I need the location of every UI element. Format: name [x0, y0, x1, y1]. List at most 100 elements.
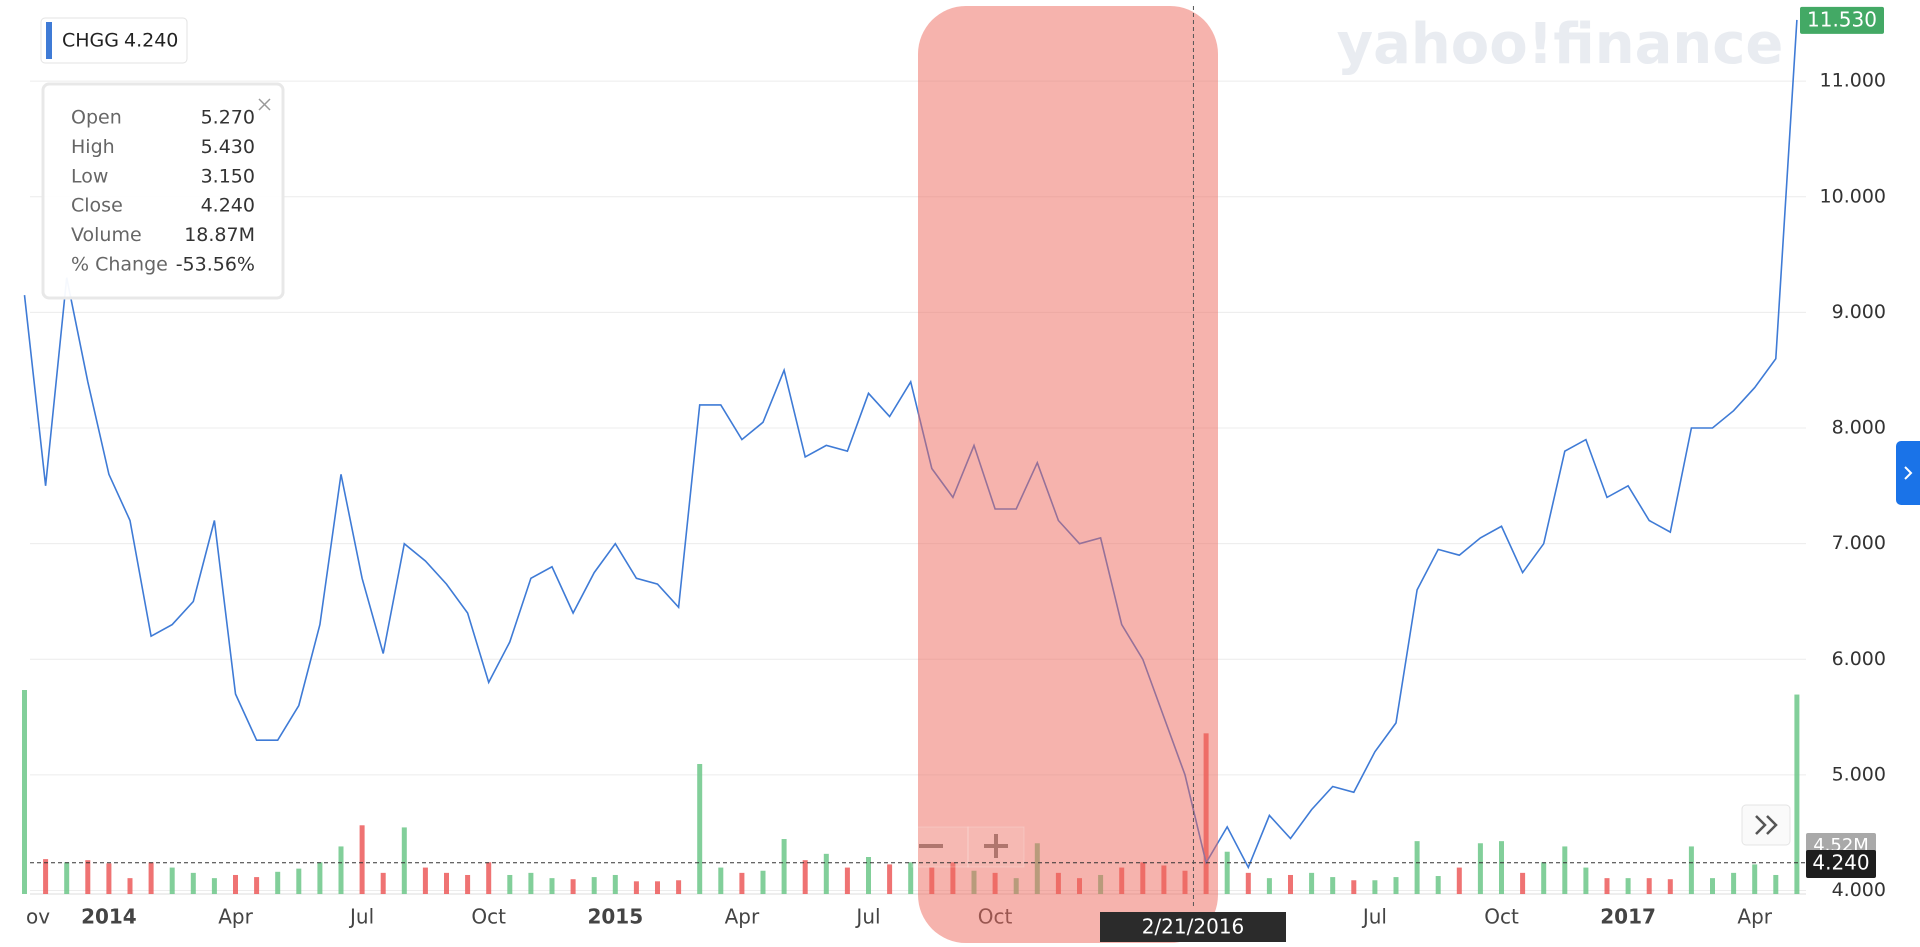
volume-bar	[1731, 872, 1737, 894]
tooltip-value: -53.56%	[176, 254, 255, 276]
volume-bar	[1562, 846, 1568, 894]
volume-bar	[633, 881, 639, 894]
tooltip-label: Close	[71, 195, 123, 217]
volume-bar	[1604, 878, 1610, 894]
volume-bar	[127, 878, 133, 894]
zoom-controls[interactable]	[911, 826, 1025, 868]
tooltip-label: Volume	[71, 224, 142, 246]
volume-bar	[612, 874, 618, 894]
volume-bar	[106, 863, 112, 894]
side-tab[interactable]	[1896, 441, 1920, 505]
volume-bar	[296, 868, 302, 894]
last-price-bg	[1800, 6, 1884, 34]
volume-bar	[444, 872, 449, 894]
zoom-in-icon	[984, 834, 1008, 858]
tooltip-label: Low	[71, 165, 108, 187]
side-tab-icon	[1904, 466, 1913, 480]
volume-bar	[380, 872, 386, 894]
volume-bar	[85, 860, 91, 894]
tooltip-close[interactable]	[258, 98, 271, 111]
legend-box	[40, 17, 188, 64]
volume-bar	[1583, 867, 1589, 894]
x-tick-label: Oct	[1484, 905, 1519, 929]
x-tick-label: Oct	[471, 905, 506, 929]
volume-bar	[1288, 874, 1293, 894]
volume-bar	[422, 867, 428, 894]
fast-forward-button[interactable]	[1741, 804, 1791, 846]
x-tick-label: Jul	[1361, 905, 1387, 929]
volume-bar	[1224, 851, 1230, 894]
volume-bar	[844, 867, 850, 894]
volume-bar	[1266, 878, 1272, 894]
volume-bar	[1330, 877, 1336, 894]
y-tick-label: 5.000	[1832, 763, 1886, 785]
volume-bar	[1245, 872, 1251, 894]
legend-value: 4.240	[124, 30, 178, 52]
volume-bar	[697, 763, 703, 894]
y-tick-label: 11.000	[1820, 70, 1886, 92]
volume-bar	[1541, 862, 1547, 894]
price-line	[23, 19, 1798, 870]
volume-bar	[1477, 843, 1483, 894]
volume-bar	[254, 877, 260, 894]
volume-bar	[1688, 846, 1694, 894]
x-tick-label: Apr	[1737, 905, 1772, 929]
volume-bar	[275, 871, 281, 894]
y-tick-label: 6.000	[1832, 648, 1886, 670]
tooltip-value: 18.87M	[184, 224, 255, 246]
volume-bar	[1414, 841, 1420, 894]
y-tick-label: 4.000	[1832, 879, 1886, 901]
volume-bar	[549, 878, 555, 894]
volume-bar	[1625, 878, 1631, 894]
legend-swatch	[46, 22, 52, 59]
volume-bar	[359, 825, 365, 894]
date-badge: 2/21/2016	[1142, 915, 1245, 939]
tooltip-value: 3.150	[201, 165, 255, 187]
x-tick-label: 2015	[587, 905, 643, 929]
volume-bar	[739, 872, 745, 894]
highlight-band	[918, 6, 1218, 943]
volume-bar	[1520, 872, 1526, 894]
volume-bar	[1752, 864, 1758, 894]
y-tick-label: 9.000	[1832, 301, 1886, 323]
x-tick-label: Jul	[854, 905, 880, 929]
volume-bar	[655, 881, 660, 894]
tooltip-label: Open	[71, 107, 122, 129]
volume-bar	[64, 862, 70, 894]
volume-bar	[570, 879, 576, 894]
volume-bar	[718, 867, 724, 894]
x-tick-label: Apr	[218, 905, 253, 929]
volume-bar	[190, 872, 196, 894]
x-tick-label: Apr	[725, 905, 760, 929]
x-tick-label: ov	[26, 905, 50, 929]
volume-bar	[1499, 841, 1504, 894]
price-badge: 4.240	[1812, 851, 1869, 875]
volume-bar	[148, 862, 154, 894]
volume-bar	[507, 874, 513, 894]
volume-bar	[781, 839, 787, 894]
tooltip-value: 5.270	[201, 107, 255, 129]
volume-bar	[1794, 694, 1800, 894]
volume-bar	[802, 860, 808, 894]
volume-bar	[528, 872, 534, 894]
fast-forward-icon	[1755, 815, 1778, 835]
volume-bar	[338, 846, 344, 894]
volume-bar	[1309, 872, 1315, 894]
volume-bar	[486, 862, 492, 894]
price-badge-bg	[1806, 850, 1876, 878]
volume-bar	[866, 857, 871, 894]
volume-bar	[591, 877, 597, 894]
volume-bar	[465, 874, 471, 894]
volume-bar	[43, 859, 49, 894]
volume-bar	[211, 878, 217, 894]
volume-bar	[401, 827, 407, 894]
legend-name: CHGG	[62, 30, 119, 52]
y-tick-label: 8.000	[1832, 417, 1886, 439]
x-tick-label: Jul	[348, 905, 374, 929]
volume-bar	[233, 874, 238, 894]
volume-bar	[317, 862, 323, 894]
volume-bar	[1646, 878, 1652, 894]
volume-bar	[823, 853, 829, 894]
x-tick-label: 2014	[81, 905, 137, 929]
